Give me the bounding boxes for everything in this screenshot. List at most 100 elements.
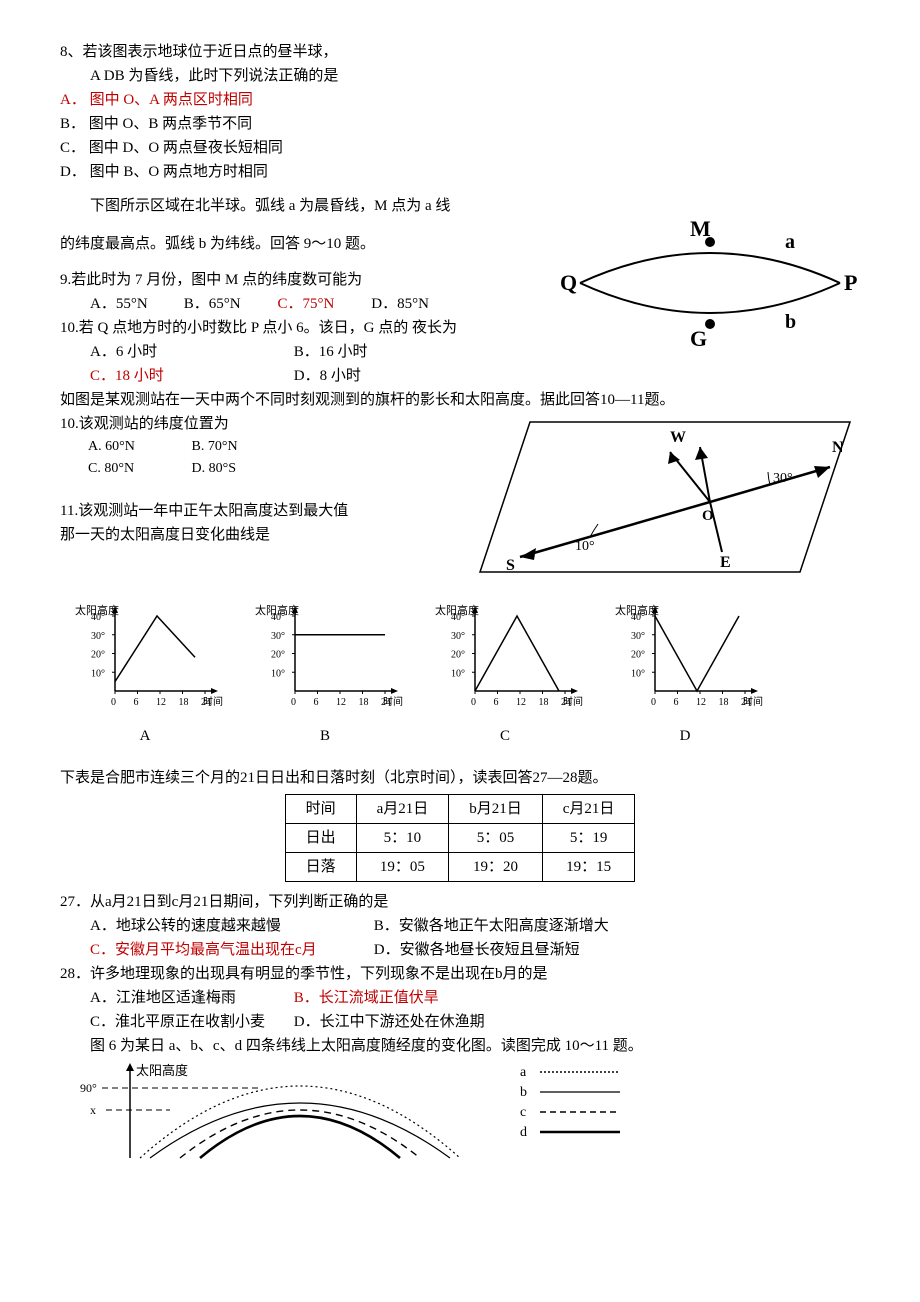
- lbl-W: W: [670, 429, 686, 446]
- lbl-S: S: [506, 557, 515, 574]
- q10a-B: B．16 小时: [294, 340, 368, 364]
- svg-text:6: 6: [494, 697, 499, 708]
- lead-9a: 下图所示区域在北半球。弧线 a 为晨昏线，M 点为 a 线: [60, 194, 860, 218]
- mini-C-label: C: [420, 724, 590, 748]
- q9-stem: 9.若此时为 7 月份，图中 M 点的纬度数可能为: [60, 268, 540, 292]
- q27-C: C．安徽月平均最高气温出现在c月: [90, 938, 370, 962]
- lbl-E: E: [720, 554, 731, 571]
- q27-A: A．地球公转的速度越来越慢: [90, 914, 370, 938]
- q10a-D: D．8 小时: [294, 364, 361, 388]
- svg-text:20°: 20°: [271, 650, 285, 661]
- q8-optC: C． 图中 D、O 两点昼夜长短相同: [60, 136, 860, 160]
- q11-stem2: 那一天的太阳高度日变化曲线是: [60, 523, 450, 547]
- table-row: 日落 19：05 19：20 19：15: [285, 853, 635, 882]
- svg-text:40°: 40°: [451, 612, 465, 623]
- mini-D-label: D: [600, 724, 770, 748]
- svg-text:18: 18: [719, 697, 729, 708]
- lbl-P: P: [844, 270, 857, 295]
- svg-text:时间: 时间: [743, 695, 763, 708]
- svg-text:18: 18: [359, 697, 369, 708]
- q11-stem1: 11.该观测站一年中正午太阳高度达到最大值: [60, 499, 450, 523]
- svg-text:时间: 时间: [383, 695, 403, 708]
- q9-B: B．65°N: [184, 292, 274, 316]
- q10b-A: A. 60°N: [88, 436, 188, 458]
- lead-10: 如图是某观测站在一天中两个不同时刻观测到的旗杆的影长和太阳高度。据此回答10—1…: [60, 388, 860, 412]
- svg-text:10°: 10°: [271, 668, 285, 679]
- q8-stem1: 8、若该图表示地球位于近日点的昼半球，: [60, 40, 860, 64]
- mini-C: 太阳高度40°30°20°10°06121824时间C: [420, 596, 590, 748]
- fig-row-9: 的纬度最高点。弧线 b 为纬线。回答 9～10 题。 9.若此时为 7 月份，图…: [60, 218, 860, 388]
- svg-text:10°: 10°: [91, 668, 105, 679]
- mini-A: 太阳高度40°30°20°10°06121824时间A: [60, 596, 230, 748]
- svg-text:0: 0: [111, 697, 116, 708]
- lbl-Q: Q: [560, 270, 577, 295]
- svg-text:40°: 40°: [631, 612, 645, 623]
- q8-optB: B． 图中 O、B 两点季节不同: [60, 112, 860, 136]
- lbl-10: 10°: [575, 539, 595, 554]
- mini-D: 太阳高度40°30°20°10°06121824时间D: [600, 596, 770, 748]
- lbl-30: 30°: [773, 471, 793, 486]
- svg-text:c: c: [520, 1105, 526, 1120]
- q10a-stem: 10.若 Q 点地方时的小时数比 P 点小 6。该日，G 点的 夜长为: [60, 316, 540, 340]
- svg-text:x: x: [90, 1103, 96, 1117]
- svg-text:90°: 90°: [80, 1081, 97, 1095]
- legend: abcd: [520, 1058, 680, 1148]
- sunrise-table: 时间 a月21日 b月21日 c月21日 日出 5：10 5：05 5：19 日…: [285, 794, 636, 882]
- svg-text:30°: 30°: [631, 631, 645, 642]
- svg-text:0: 0: [471, 697, 476, 708]
- lbl-G: G: [690, 326, 707, 348]
- svg-text:40°: 40°: [91, 612, 105, 623]
- lbl-a: a: [785, 231, 795, 253]
- svg-text:12: 12: [156, 697, 166, 708]
- q10b-B: B. 70°N: [192, 436, 238, 458]
- lbl-N: N: [832, 439, 844, 456]
- q8-stem2: A DB 为昏线，此时下列说法正确的是: [60, 64, 860, 88]
- svg-text:18: 18: [539, 697, 549, 708]
- lead-9b: 的纬度最高点。弧线 b 为纬线。回答 9～10 题。: [60, 232, 540, 256]
- q27-row1: A．地球公转的速度越来越慢 B．安徽各地正午太阳高度逐渐增大: [60, 914, 860, 938]
- q28-B: B．长江流域正值伏旱: [294, 986, 439, 1010]
- q10a-C: C．18 小时: [90, 364, 290, 388]
- mini-B: 太阳高度40°30°20°10°06121824时间B: [240, 596, 410, 748]
- q8-optA: A． 图中 O、A 两点区时相同: [60, 88, 860, 112]
- q28-A: A．江淮地区适逢梅雨: [90, 986, 290, 1010]
- svg-text:10°: 10°: [451, 668, 465, 679]
- svg-text:6: 6: [674, 697, 679, 708]
- table-row: 时间 a月21日 b月21日 c月21日: [285, 795, 635, 824]
- svg-text:20°: 20°: [451, 650, 465, 661]
- q28-row2: C．淮北平原正在收割小麦 D．长江中下游还处在休渔期: [60, 1010, 860, 1034]
- svg-text:6: 6: [134, 697, 139, 708]
- q28-C: C．淮北平原正在收割小麦: [90, 1010, 290, 1034]
- svg-text:时间: 时间: [203, 695, 223, 708]
- fig-row-10: 10.该观测站的纬度位置为 A. 60°N B. 70°N C. 80°N D.…: [60, 412, 860, 590]
- q9-A: A．55°N: [90, 292, 180, 316]
- svg-text:12: 12: [336, 697, 346, 708]
- table-row: 日出 5：10 5：05 5：19: [285, 824, 635, 853]
- q27-row2: C．安徽月平均最高气温出现在c月 D．安徽各地昼长夜短且昼渐短: [60, 938, 860, 962]
- mini-B-label: B: [240, 724, 410, 748]
- last-chart-row: 太阳高度 90° x abcd: [60, 1058, 860, 1168]
- svg-text:30°: 30°: [91, 631, 105, 642]
- svg-text:0: 0: [651, 697, 656, 708]
- question-8: 8、若该图表示地球位于近日点的昼半球， A DB 为昏线，此时下列说法正确的是 …: [60, 40, 860, 184]
- svg-text:太阳高度: 太阳高度: [136, 1063, 188, 1078]
- lead-last: 图 6 为某日 a、b、c、d 四条纬线上太阳高度随经度的变化图。读图完成 10…: [60, 1034, 860, 1058]
- svg-text:时间: 时间: [563, 695, 583, 708]
- q10a-A: A．6 小时: [90, 340, 290, 364]
- q9-D: D．85°N: [371, 292, 429, 316]
- q28-row1: A．江淮地区适逢梅雨 B．长江流域正值伏旱: [60, 986, 860, 1010]
- svg-text:12: 12: [696, 697, 706, 708]
- q27-stem: 27．从a月21日到c月21日期间，下列判断正确的是: [60, 890, 860, 914]
- svg-text:20°: 20°: [91, 650, 105, 661]
- q27-B: B．安徽各地正午太阳高度逐渐增大: [374, 914, 609, 938]
- shadow-diagram: W N S E O 10° 30°: [470, 412, 860, 590]
- svg-text:0: 0: [291, 697, 296, 708]
- svg-text:a: a: [520, 1065, 527, 1080]
- lbl-O: O: [702, 508, 714, 524]
- q10b-stem: 10.该观测站的纬度位置为: [60, 412, 450, 436]
- svg-text:20°: 20°: [631, 650, 645, 661]
- svg-text:10°: 10°: [631, 668, 645, 679]
- svg-text:12: 12: [516, 697, 526, 708]
- q28-D: D．长江中下游还处在休渔期: [294, 1010, 485, 1034]
- lbl-M: M: [690, 218, 711, 241]
